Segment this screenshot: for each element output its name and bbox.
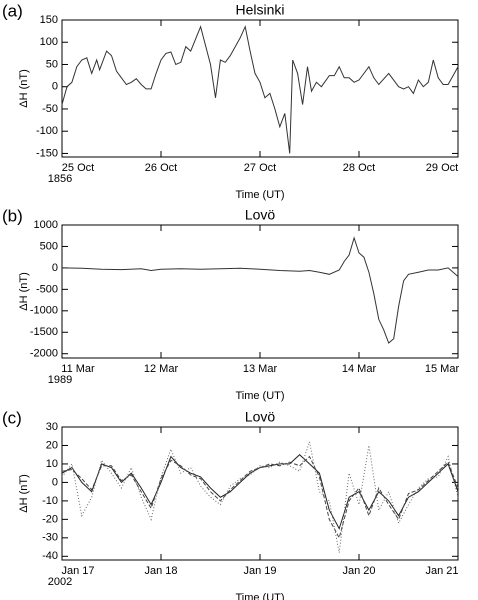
x-tick-label: Jan 20 — [342, 565, 375, 577]
x-axis-label: Time (UT) — [235, 189, 284, 201]
x-tick-label: 15 Mar — [425, 363, 460, 375]
x-tick-label: 14 Mar — [342, 363, 377, 375]
y-tick-label: 150 — [40, 14, 58, 26]
y-tick-label: 1000 — [34, 219, 58, 231]
x-tick-label: 28 Oct — [343, 162, 375, 174]
y-tick-label: -30 — [42, 532, 58, 544]
y-tick-label: -10 — [42, 495, 58, 507]
y-tick-label: 10 — [46, 458, 58, 470]
y-axis-label: ΔH (nT) — [18, 474, 30, 513]
plot-frame — [61, 224, 459, 359]
panel-label: (c) — [2, 408, 22, 427]
year-label: 1856 — [48, 173, 72, 185]
x-tick-label: 25 Oct — [62, 162, 94, 174]
data-line — [61, 455, 459, 540]
y-tick-label: -500 — [36, 283, 58, 295]
y-tick-label: 0 — [52, 81, 58, 93]
chart-title: Lovö — [245, 409, 276, 425]
y-tick-label: 0 — [52, 262, 58, 274]
data-line — [61, 236, 459, 344]
x-tick-label: 11 Mar — [61, 363, 95, 375]
y-axis-label: ΔH (nT) — [18, 272, 30, 311]
x-axis-label: Time (UT) — [235, 592, 284, 600]
y-tick-label: -2000 — [30, 348, 58, 360]
y-tick-label: -1000 — [30, 305, 58, 317]
x-axis-label: Time (UT) — [235, 390, 284, 402]
plot-frame — [61, 19, 459, 158]
y-tick-label: 100 — [40, 36, 58, 48]
panel-label: (b) — [2, 206, 23, 225]
y-tick-label: 20 — [46, 439, 58, 451]
panel-label: (a) — [2, 1, 23, 20]
y-tick-label: -150 — [36, 147, 58, 159]
y-tick-label: 500 — [40, 240, 58, 252]
y-tick-label: -50 — [42, 103, 58, 115]
x-tick-label: 12 Mar — [144, 363, 179, 375]
y-tick-label: -40 — [42, 550, 58, 562]
y-axis-label: ΔH (nT) — [18, 69, 30, 108]
y-tick-label: 30 — [46, 421, 58, 433]
y-tick-label: 50 — [46, 58, 58, 70]
year-label: 1989 — [48, 374, 72, 386]
y-tick-label: -20 — [42, 513, 58, 525]
y-tick-label: -100 — [36, 125, 58, 137]
chart-title: Lovö — [245, 207, 276, 223]
chart-title: Helsinki — [235, 2, 284, 18]
plot-frame — [61, 426, 459, 561]
x-tick-label: Jan 18 — [144, 565, 177, 577]
data-line — [61, 439, 459, 553]
y-tick-label: -1500 — [30, 326, 58, 338]
x-tick-label: 27 Oct — [244, 162, 276, 174]
x-tick-label: 13 Mar — [243, 363, 278, 375]
x-tick-label: 26 Oct — [145, 162, 177, 174]
year-label: 2002 — [48, 576, 72, 588]
x-tick-label: Jan 21 — [425, 565, 458, 577]
x-tick-label: Jan 19 — [243, 565, 276, 577]
x-tick-label: Jan 17 — [61, 565, 94, 577]
data-line — [61, 25, 459, 154]
y-tick-label: 0 — [52, 476, 58, 488]
x-tick-label: 29 Oct — [426, 162, 458, 174]
